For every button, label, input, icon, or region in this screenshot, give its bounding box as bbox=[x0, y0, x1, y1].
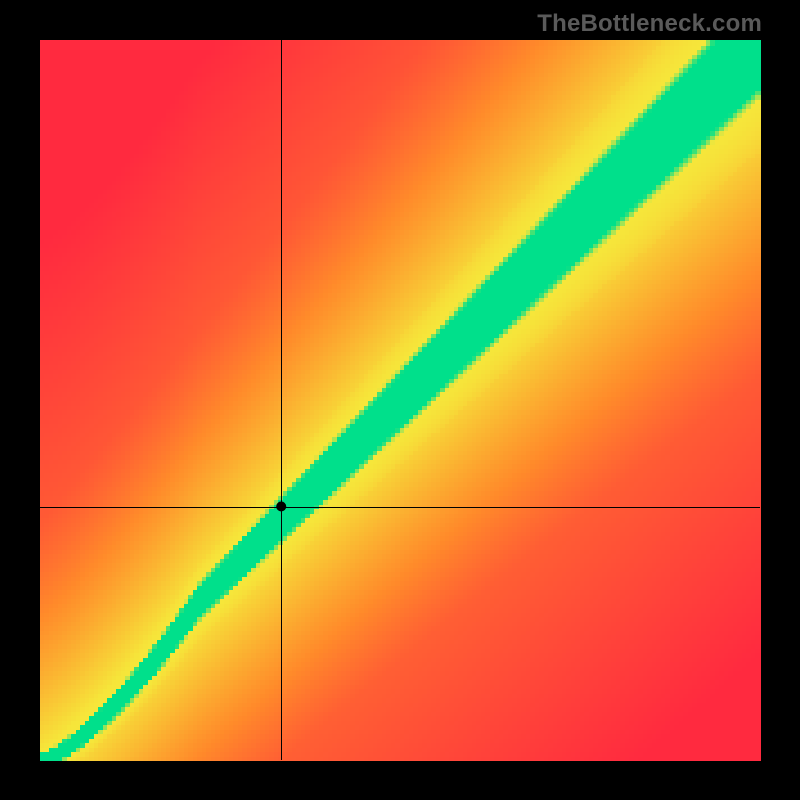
chart-container: TheBottleneck.com bbox=[0, 0, 800, 800]
bottleneck-heatmap bbox=[0, 0, 800, 800]
watermark-text: TheBottleneck.com bbox=[537, 10, 762, 38]
